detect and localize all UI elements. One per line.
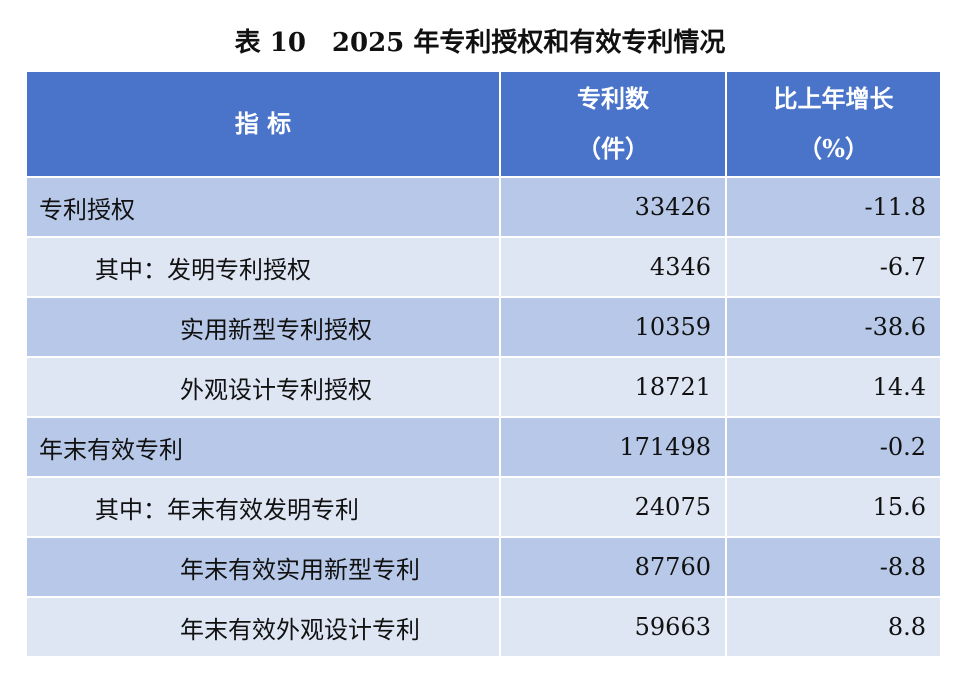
growth-cell: 15.6 — [727, 478, 940, 536]
growth-cell: -0.2 — [727, 418, 940, 476]
growth-cell: -6.7 — [727, 238, 940, 296]
header-cell: 专利数 （件） — [501, 72, 725, 176]
row-label: 其中：发明专利授权 — [27, 238, 499, 296]
count-cell: 18721 — [501, 358, 725, 416]
header-text: 比上年增长 — [773, 84, 894, 113]
row-label: 年末有效专利 — [27, 418, 499, 476]
growth-cell: 8.8 — [727, 598, 940, 656]
count-cell: 4346 — [501, 238, 725, 296]
table: 指 标 专利数 （件） 比上年增长 （%） 专利授权 33426 -11.8 其中：… — [27, 72, 940, 656]
row-label: 外观设计专利授权 — [27, 358, 499, 416]
header-text: （%） — [798, 134, 869, 163]
growth-cell: 14.4 — [727, 358, 940, 416]
row-label: 年末有效实用新型专利 — [27, 538, 499, 596]
count-cell: 10359 — [501, 298, 725, 356]
header-cell: 指 标 — [27, 72, 499, 176]
growth-cell: -11.8 — [727, 178, 940, 236]
header-cell: 比上年增长 （%） — [727, 72, 940, 176]
row-label: 专利授权 — [27, 178, 499, 236]
header-text: （件） — [577, 134, 649, 163]
count-cell: 59663 — [501, 598, 725, 656]
header-text: 专利数 — [577, 84, 649, 113]
row-label: 其中：年末有效发明专利 — [27, 478, 499, 536]
title: 表 10 2025 年专利授权和有效专利情况 — [234, 28, 726, 58]
growth-cell: -8.8 — [727, 538, 940, 596]
header-text: 指 标 — [234, 109, 292, 138]
count-cell: 24075 — [501, 478, 725, 536]
count-cell: 171498 — [501, 418, 725, 476]
count-cell: 87760 — [501, 538, 725, 596]
growth-cell: -38.6 — [727, 298, 940, 356]
row-label: 实用新型专利授权 — [27, 298, 499, 356]
row-label: 年末有效外观设计专利 — [27, 598, 499, 656]
count-cell: 33426 — [501, 178, 725, 236]
